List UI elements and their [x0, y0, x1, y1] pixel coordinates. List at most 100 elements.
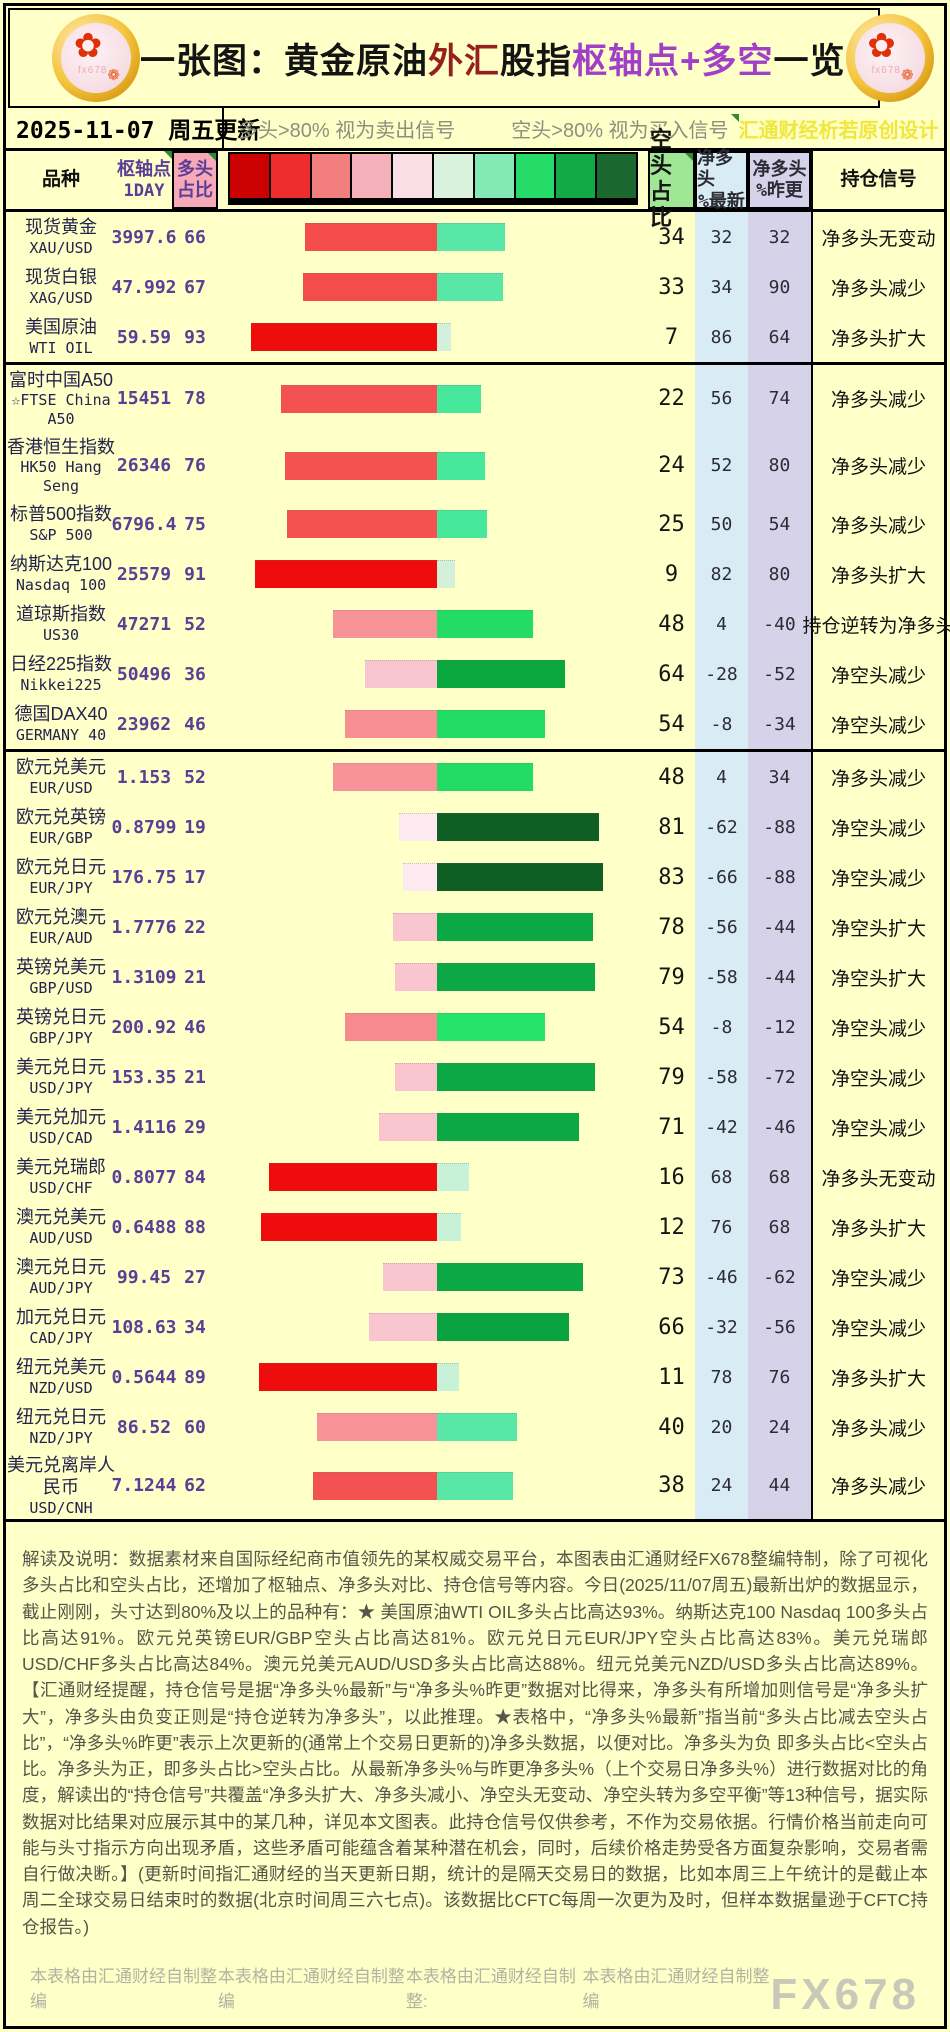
pivot-value: 153.35 — [111, 1066, 177, 1088]
instrument-name-line: A50 — [47, 409, 75, 428]
net-long-latest: 52 — [695, 432, 748, 499]
long-pct-value: 67 — [184, 276, 206, 298]
instrument-name-line: 澳元兑日元 — [16, 1257, 106, 1278]
table-row: 美元兑瑞郎 USD/CHF 0.8077 84 16 68 68 净多头无变动 — [6, 1152, 944, 1202]
long-short-bar — [218, 1102, 648, 1152]
pivot-value: 7.1244 — [111, 1475, 177, 1496]
table-row: 美元兑日元 USD/JPY 153.35 21 79 -58 -72 净空头减少 — [6, 1052, 944, 1102]
short-pct-value: 48 — [658, 764, 685, 790]
table-row: 欧元兑日元 EUR/JPY 176.75 17 83 -66 -88 净空头减少 — [6, 852, 944, 902]
position-signal: 净多头扩大 — [811, 312, 944, 362]
scale-swatch — [230, 154, 271, 198]
instrument-cell: 欧元兑澳元 EUR/AUD — [6, 902, 116, 952]
position-signal: 净空头减少 — [811, 649, 944, 699]
col-header-line: 占比 — [177, 180, 213, 201]
long-short-bar — [218, 1202, 648, 1252]
short-pct-value: 38 — [658, 1473, 685, 1498]
position-signal: 净多头无变动 — [811, 212, 944, 262]
instrument-name-line: USD/CAD — [29, 1128, 93, 1147]
credit-text: 本表格由汇通财经自制整编 — [582, 1966, 770, 2011]
net-long-latest: 50 — [695, 499, 748, 549]
instrument-name-line: Nikkei225 — [20, 675, 102, 694]
long-bar — [345, 1013, 437, 1041]
legend-short-signal: 空头>80% 视为买入信号 — [511, 113, 739, 143]
pivot-value: 23962 — [116, 713, 172, 735]
col-header-line: 占比 — [650, 180, 673, 231]
instrument-name-line: USD/CNH — [29, 1498, 93, 1517]
short-pct-value: 66 — [658, 1314, 685, 1340]
position-signal: 净多头无变动 — [811, 1152, 944, 1202]
table-row: 美元兑离岸人 民币 USD/CNH 7.1244 62 38 24 44 净多头减少 — [6, 1452, 944, 1519]
short-bar — [437, 1263, 583, 1291]
long-bar — [369, 1313, 437, 1341]
short-pct-value: 73 — [658, 1264, 685, 1290]
title-segment: 枢轴点+多空 — [572, 41, 774, 81]
long-bar — [305, 223, 437, 251]
pivot-value: 1.7776 — [111, 916, 177, 938]
short-pct-value: 34 — [658, 224, 685, 250]
net-long-latest: 76 — [695, 1202, 748, 1252]
pivot-value: 200.92 — [111, 1016, 177, 1038]
long-pct-value: 21 — [184, 966, 206, 988]
footer-box: 解读及说明：数据素材来自国际经纪商市值领先的某权威交易平台，本图表由汇通财经FX… — [6, 1519, 944, 2026]
table-row: 富时中国A50 ☆FTSE China A50 15451 78 22 56 74 净多头减少 — [6, 365, 944, 432]
vertical-divider — [222, 108, 224, 148]
net-long-latest: 20 — [695, 1402, 748, 1452]
net-long-latest: 68 — [695, 1152, 748, 1202]
short-bar — [437, 1313, 569, 1341]
credit-text: 本表格由汇通财经自制整编 — [217, 1966, 405, 2011]
instrument-name-line: Nasdaq 100 — [15, 575, 107, 594]
long-pct-value: 17 — [184, 866, 206, 888]
position-signal: 净多头扩大 — [811, 1202, 944, 1252]
col-header-instrument: 品种 — [41, 168, 80, 190]
long-bar — [281, 384, 437, 413]
table-row: 纳斯达克100 Nasdaq 100 25579 91 9 82 80 净多头扩大 — [6, 549, 944, 599]
net-long-prev: -46 — [748, 1102, 811, 1152]
net-long-latest: -8 — [695, 1002, 748, 1052]
instrument-cell: 美国原油 WTI OIL — [6, 312, 116, 362]
net-long-prev: 68 — [748, 1202, 811, 1252]
instrument-name-line: 澳元兑美元 — [16, 1207, 106, 1228]
instrument-name-line: EUR/USD — [29, 778, 93, 797]
long-pct-value: 21 — [184, 1066, 206, 1088]
long-short-bar — [218, 262, 648, 312]
col-header-signal: 持仓信号 — [811, 151, 944, 209]
long-bar — [303, 273, 437, 301]
credit-text: 本表格由汇通财经自制整: — [405, 1966, 576, 2011]
long-short-bar — [218, 752, 648, 802]
table-row: 道琼斯指数 US30 47271 52 48 4 -40 持仓逆转为净多头 — [6, 599, 950, 649]
instrument-cell: 美元兑加元 USD/CAD — [6, 1102, 116, 1152]
instrument-name-line: XAG/USD — [29, 288, 93, 307]
instrument-name-line: S&P 500 — [29, 525, 93, 544]
long-pct-value: 84 — [184, 1166, 206, 1188]
net-long-prev: 80 — [748, 432, 811, 499]
net-long-prev: -72 — [748, 1052, 811, 1102]
scale-swatch — [393, 154, 434, 198]
table-row: 标普500指数 S&P 500 6796.4 75 25 50 54 净多头减少 — [6, 499, 944, 549]
long-bar — [255, 560, 437, 588]
instrument-name-line: 德国DAX40 — [14, 704, 108, 725]
net-long-latest: 78 — [695, 1352, 748, 1402]
pivot-value: 1.153 — [116, 766, 172, 788]
long-short-bar — [218, 432, 648, 499]
table-body: 现货黄金 XAU/USD 3997.6 66 34 32 32 净多头无变动 现货白银 XAG/U… — [6, 212, 950, 1519]
instrument-name-line: 现货黄金 — [25, 217, 97, 238]
short-bar — [437, 1113, 579, 1141]
net-long-prev: -12 — [748, 1002, 811, 1052]
position-signal: 净空头减少 — [811, 1052, 944, 1102]
title-segment: 股指 — [500, 41, 573, 81]
short-bar — [437, 863, 603, 891]
page: ✿ ❁ fx678 一张图：黄金原油外汇股指枢轴点+多空一览 ✿ ❁ fx678… — [3, 3, 950, 2029]
long-short-bar — [218, 852, 648, 902]
instrument-name-line: 民币 — [43, 1477, 79, 1498]
pivot-value: 99.45 — [116, 1266, 172, 1288]
flower-icon: ✿ — [867, 27, 896, 65]
position-signal: 净空头减少 — [811, 1002, 944, 1052]
short-pct-value: 40 — [658, 1414, 685, 1440]
instrument-name-line: AUD/JPY — [29, 1278, 93, 1297]
pivot-value: 108.63 — [111, 1316, 177, 1338]
long-bar — [251, 323, 437, 351]
short-pct-value: 12 — [658, 1214, 685, 1240]
short-bar — [437, 1013, 545, 1041]
explanation-notes: 解读及说明：数据素材来自国际经纪商市值领先的某权威交易平台，本图表由汇通财经FX… — [22, 1549, 928, 1937]
